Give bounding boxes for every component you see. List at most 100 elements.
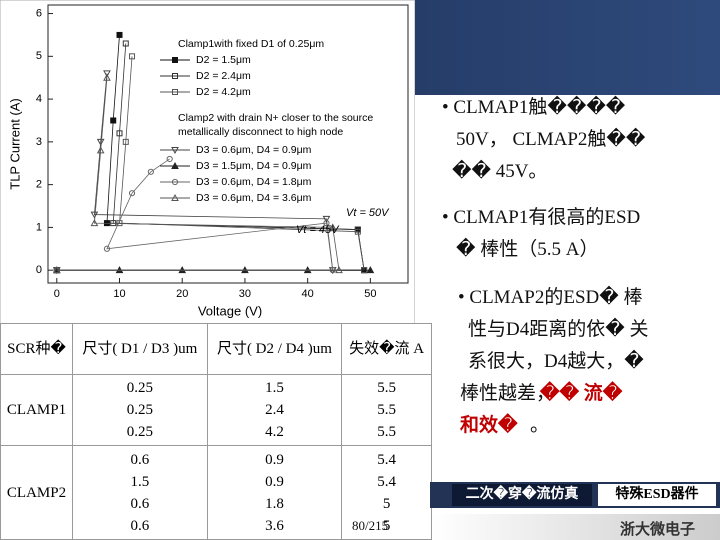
- cell-line: 5: [382, 495, 391, 512]
- x-tick-label: 0: [54, 288, 60, 300]
- legend-label: D3 = 0.6μm, D4 = 1.8μm: [196, 176, 312, 188]
- bullet-line: 性与D4距离的依� 关: [468, 319, 649, 340]
- data-point: [96, 146, 105, 154]
- cell: 5.5 5.5 5.5: [341, 373, 432, 447]
- data-point: [90, 211, 99, 219]
- row: CLAMP2 0.6 1.5 0.6 0.6 0.9 0.9 1.8 3.6 5.4 5.4 5 5: [0, 445, 432, 540]
- annotation: Vt = 45V: [296, 224, 340, 236]
- legend-label: D2 = 1.5μm: [196, 54, 251, 66]
- legend-title: Clamp1with fixed D1 of 0.25μm: [178, 38, 324, 50]
- data-point: [90, 219, 99, 227]
- bullet-line: 。: [530, 415, 550, 436]
- cell: 5.4 5.4 5 5: [341, 445, 432, 540]
- data-point: [322, 215, 331, 223]
- legend-marker: [171, 193, 179, 201]
- cell-line: 4.2: [265, 424, 284, 441]
- bullet-line: • CLMAP1有很高的ESD: [442, 207, 641, 228]
- legend-marker: [171, 147, 179, 155]
- bullet-line: �� 45V。: [452, 161, 548, 182]
- legend-marker: [172, 73, 178, 79]
- data-point: [366, 266, 375, 274]
- legend-marker: [171, 178, 179, 186]
- cell-line: 0.6: [130, 495, 150, 512]
- bullet-line: �� 流�: [540, 383, 623, 404]
- data-point: [323, 220, 330, 227]
- cell: 0.6 1.5 0.6 0.6: [72, 445, 208, 540]
- legend-title: Clamp2 with drain N+ closer to the sourc…: [178, 112, 373, 124]
- cell: 1.5 2.4 4.2: [206, 373, 343, 447]
- tab[interactable]: 特殊ESD器件: [598, 484, 716, 506]
- data-point: [166, 155, 173, 163]
- cell-line: 5.4: [377, 473, 396, 490]
- cell-line: 5.5: [377, 402, 396, 419]
- y-label: TLP Current (A): [7, 98, 22, 190]
- cell-line: 0.9: [265, 451, 284, 468]
- legend-label: D3 = 0.6μm, D4 = 3.6μm: [196, 192, 312, 204]
- x-tick-label: 40: [302, 288, 314, 300]
- legend-title: metallically disconnect to high node: [178, 126, 343, 138]
- legend-marker: [172, 89, 178, 95]
- data-point: [103, 73, 111, 81]
- data-point: [96, 138, 105, 146]
- header-cell: 尺寸( D1 / D3 )um: [72, 323, 208, 375]
- y-tick-label: 0: [36, 264, 42, 276]
- x-tick-label: 10: [113, 288, 125, 300]
- cell-line: 1.5: [265, 380, 284, 397]
- cell-line: 0.25: [126, 402, 153, 419]
- bullet-line: 棒性越差，: [460, 383, 556, 404]
- y-tick-label: 6: [36, 7, 42, 19]
- data-point: [116, 130, 123, 137]
- legend-label: D2 = 4.2μm: [196, 86, 251, 98]
- data-point: [52, 266, 61, 274]
- bullet-line: � 棒性（5.5 A）: [456, 239, 599, 260]
- group-cell: CLAMP1: [0, 373, 73, 447]
- cell: 0.9 0.9 1.8 3.6: [206, 445, 343, 540]
- cell-line: 2.4: [265, 402, 284, 419]
- bullets: • CLMAP1触���� 50V， CLMAP2触�� �� 45V。 • CLMA…: [428, 92, 720, 472]
- y-tick-label: 2: [36, 179, 42, 191]
- data-point: [328, 223, 337, 231]
- header-cell: SCR种�: [0, 323, 73, 375]
- plot-frame: [47, 4, 409, 284]
- cell-line: 5: [382, 517, 391, 534]
- data-point: [103, 245, 111, 252]
- cell-line: 1.8: [265, 495, 284, 512]
- cell-line: 0.6: [130, 451, 150, 468]
- data-point: [129, 53, 136, 60]
- data-point: [122, 40, 129, 47]
- bullet-line: 50V， CLMAP2触��: [456, 129, 646, 150]
- chart: Voltage (V) TLP Current (A) 0 10 20 30 40 50 0…: [0, 0, 415, 325]
- y-tick-label: 1: [36, 221, 42, 233]
- x-tick-label: 50: [364, 288, 376, 300]
- bullet-line: 和效�: [460, 415, 518, 436]
- x-tick-label: 30: [239, 288, 251, 300]
- header-cell: 失效�流 A: [341, 323, 432, 375]
- page-number: 80/215: [352, 518, 389, 533]
- cell: 0.25 0.25 0.25: [72, 373, 208, 447]
- y-tick-label: 3: [36, 136, 42, 148]
- cell-line: 1.5: [130, 473, 150, 490]
- legend-marker: [172, 57, 178, 63]
- data-point: [147, 168, 154, 175]
- logo-bar: [432, 514, 720, 540]
- legend-label: D3 = 1.5μm, D4 = 0.9μm: [196, 160, 312, 172]
- series-line: [56, 77, 340, 271]
- x-label: Voltage (V): [198, 303, 262, 318]
- cell-line: 0.6: [130, 517, 150, 534]
- cell-line: 5.5: [377, 424, 396, 441]
- legend-label: D3 = 0.6μm, D4 = 0.9μm: [196, 144, 312, 156]
- chart-bg: [0, 0, 415, 325]
- cell-line: 3.6: [265, 517, 284, 534]
- data-point: [128, 190, 136, 197]
- legend-label: D2 = 2.4μm: [196, 70, 251, 82]
- table: SCR种� 尺寸( D1 / D3 )um 尺寸( D2 / D4 )um 失效�流 …: [0, 323, 432, 540]
- y-tick-label: 4: [36, 93, 42, 105]
- cell-line: 0.25: [126, 380, 153, 397]
- tab[interactable]: 二次�穿�流仿真: [452, 484, 592, 506]
- data-point: [122, 138, 129, 145]
- row: CLAMP1 0.25 0.25 0.25 1.5 2.4 4.2 5.5 5.5 5.5: [0, 373, 432, 447]
- data-point: [103, 70, 111, 78]
- bullet-line: 系很大，D4越大，�: [468, 351, 644, 372]
- annotation: Vt = 50V: [346, 207, 390, 219]
